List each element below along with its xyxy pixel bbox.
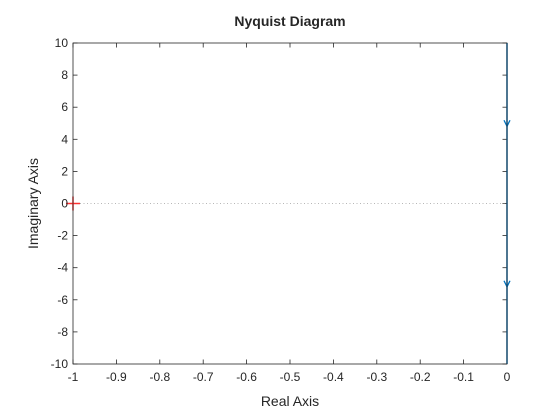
y-tick-label: -4 [57,261,68,275]
y-tick-label: 2 [61,164,68,178]
x-tick-label: -0.3 [366,370,387,384]
y-tick-label: -8 [57,325,68,339]
y-tick-labels: -10 -8 -6 -4 -2 0 2 4 6 8 10 [51,36,69,371]
x-axis-label: Real Axis [261,393,319,409]
y-tick-label: 6 [61,100,68,114]
plot-frame [72,42,508,365]
y-tick-label: 0 [61,197,68,211]
x-tick-labels: -1 -0.9 -0.8 -0.7 -0.6 -0.5 -0.4 -0.3 -0.2 -0.1 0 [68,370,511,384]
x-tick-label: -0.9 [106,370,127,384]
x-tick-label: -0.2 [410,370,431,384]
y-tick-label: -6 [57,293,68,307]
y-axis-label: Imaginary Axis [25,158,41,249]
y-tick-label: 10 [55,36,69,50]
y-tick-label: -10 [51,357,69,371]
x-tick-label: -1 [68,370,79,384]
x-tick-label: -0.8 [149,370,170,384]
x-tick-label: 0 [504,370,511,384]
x-tick-label: -0.4 [323,370,344,384]
x-tick-label: -0.7 [193,370,214,384]
x-tick-label: -0.6 [236,370,257,384]
y-tick-label: 8 [61,68,68,82]
x-tick-label: -0.5 [280,370,301,384]
y-tick-label: 4 [61,132,68,146]
y-tick-label: -2 [57,229,68,243]
x-tick-label: -0.1 [453,370,474,384]
chart-title: Nyquist Diagram [234,13,345,29]
